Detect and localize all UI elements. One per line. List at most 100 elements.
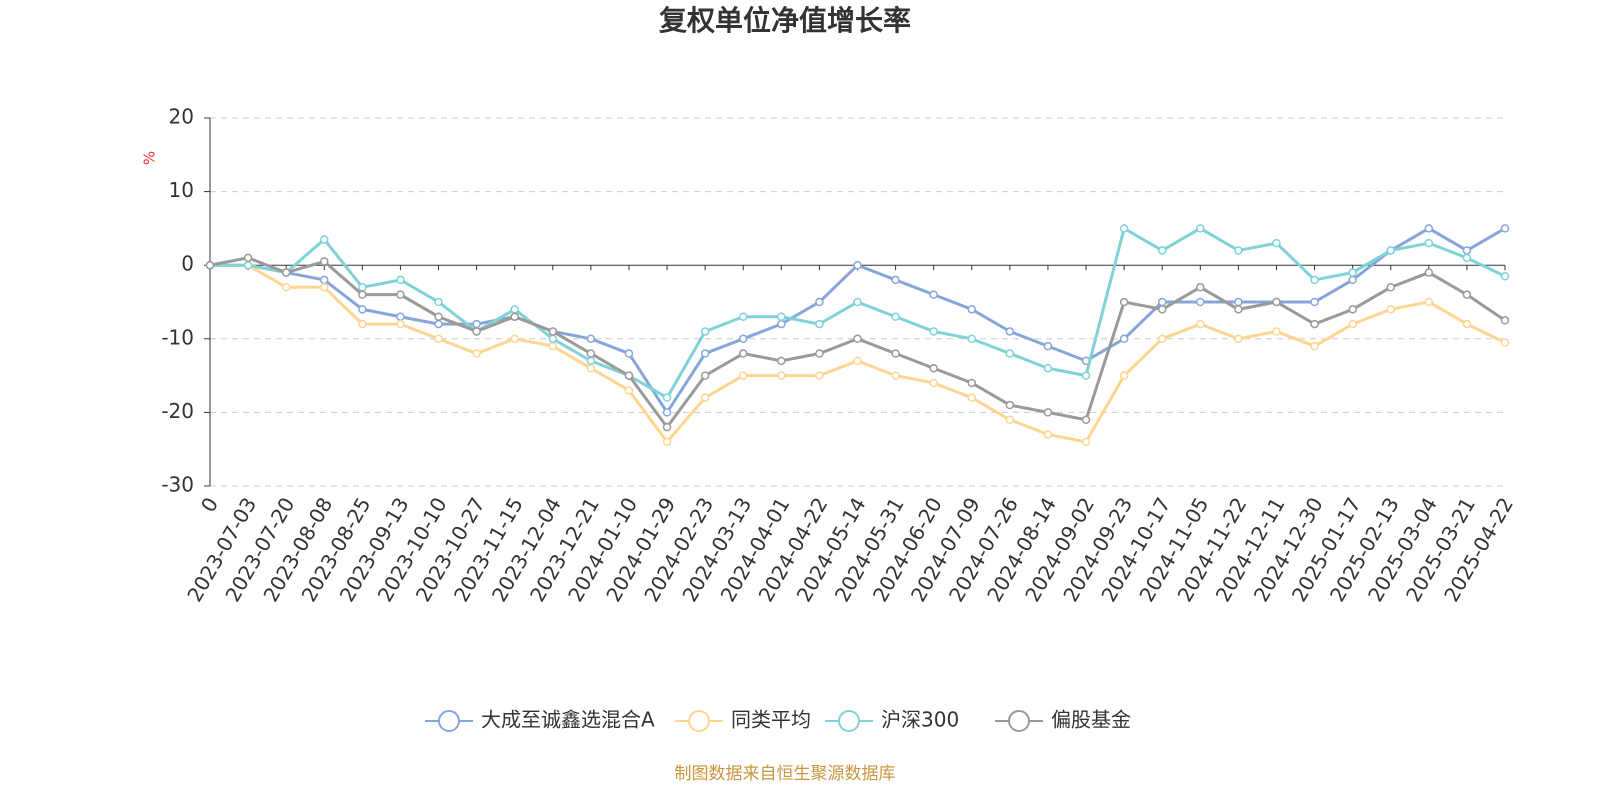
point [510,305,519,314]
point [586,363,596,373]
point [1196,283,1205,292]
point [853,356,862,366]
point [929,378,938,388]
point [320,257,329,266]
point [472,319,481,329]
point [205,260,215,270]
point [434,319,443,329]
point [1424,268,1434,277]
point [891,371,900,380]
point [1310,297,1319,307]
point [1386,283,1395,292]
point [243,253,253,263]
point [396,275,405,285]
point [1386,305,1395,314]
point [853,297,862,307]
point [700,327,710,336]
point [1196,297,1205,307]
series-line [210,226,1506,400]
point [396,319,405,329]
point [548,327,558,336]
point [434,312,443,321]
point [624,386,634,395]
point [815,371,824,380]
point [1500,224,1510,233]
source-note: 制图数据来自恒生聚源数据库 [675,764,896,784]
point [281,283,291,292]
point [1424,297,1434,307]
point [967,378,977,388]
series-line [210,263,1506,445]
legend-marker [838,710,860,732]
point [1119,371,1129,380]
point [1386,246,1395,255]
point [777,312,786,321]
legend-label: 大成至诚鑫选混合A [481,708,655,732]
point [396,312,405,321]
point [1500,316,1510,325]
point [586,356,596,366]
point [815,349,824,358]
point [320,235,329,244]
point [929,327,938,336]
point [891,349,900,358]
point [1234,334,1243,344]
point [929,363,938,373]
point [1348,319,1357,329]
legend-label: 同类平均 [731,708,811,732]
point [967,305,977,314]
point [815,319,824,329]
point [700,393,710,402]
y-tick-label: 10 [169,178,194,202]
point [320,275,329,285]
point [1043,430,1053,439]
point [891,275,900,285]
point [853,334,862,344]
point [738,371,748,380]
point [1462,319,1472,329]
point [662,393,672,402]
point [1196,319,1205,329]
point [1005,349,1015,358]
chart-title: 复权单位净值增长率 [659,4,911,37]
legend-label: 沪深300 [881,708,959,732]
point [434,334,443,344]
point [853,260,862,270]
point [1005,415,1015,425]
point [358,305,367,314]
point [1119,224,1129,233]
point [1500,271,1510,281]
point [1081,371,1091,380]
point [1272,327,1281,336]
point [662,408,672,417]
point [1348,275,1357,285]
point [1234,297,1243,307]
point [1043,363,1053,373]
point [1157,297,1167,307]
point [1424,224,1434,233]
point [586,349,596,358]
point [1310,319,1319,329]
point [320,283,329,292]
point [815,297,824,307]
point [1043,408,1053,417]
point [281,268,291,277]
point [967,393,977,402]
point [738,312,748,321]
point [1157,246,1167,255]
point [396,290,405,299]
point [586,334,596,344]
point [662,437,672,447]
point [358,283,367,292]
y-tick-label: -20 [161,399,194,423]
point [1500,338,1510,347]
point [1462,290,1472,299]
point [1310,341,1319,351]
point [624,371,634,380]
y-tick-label: -30 [161,473,194,497]
legend-marker [438,710,460,732]
point [548,341,558,351]
point [777,356,786,366]
point [738,334,748,344]
